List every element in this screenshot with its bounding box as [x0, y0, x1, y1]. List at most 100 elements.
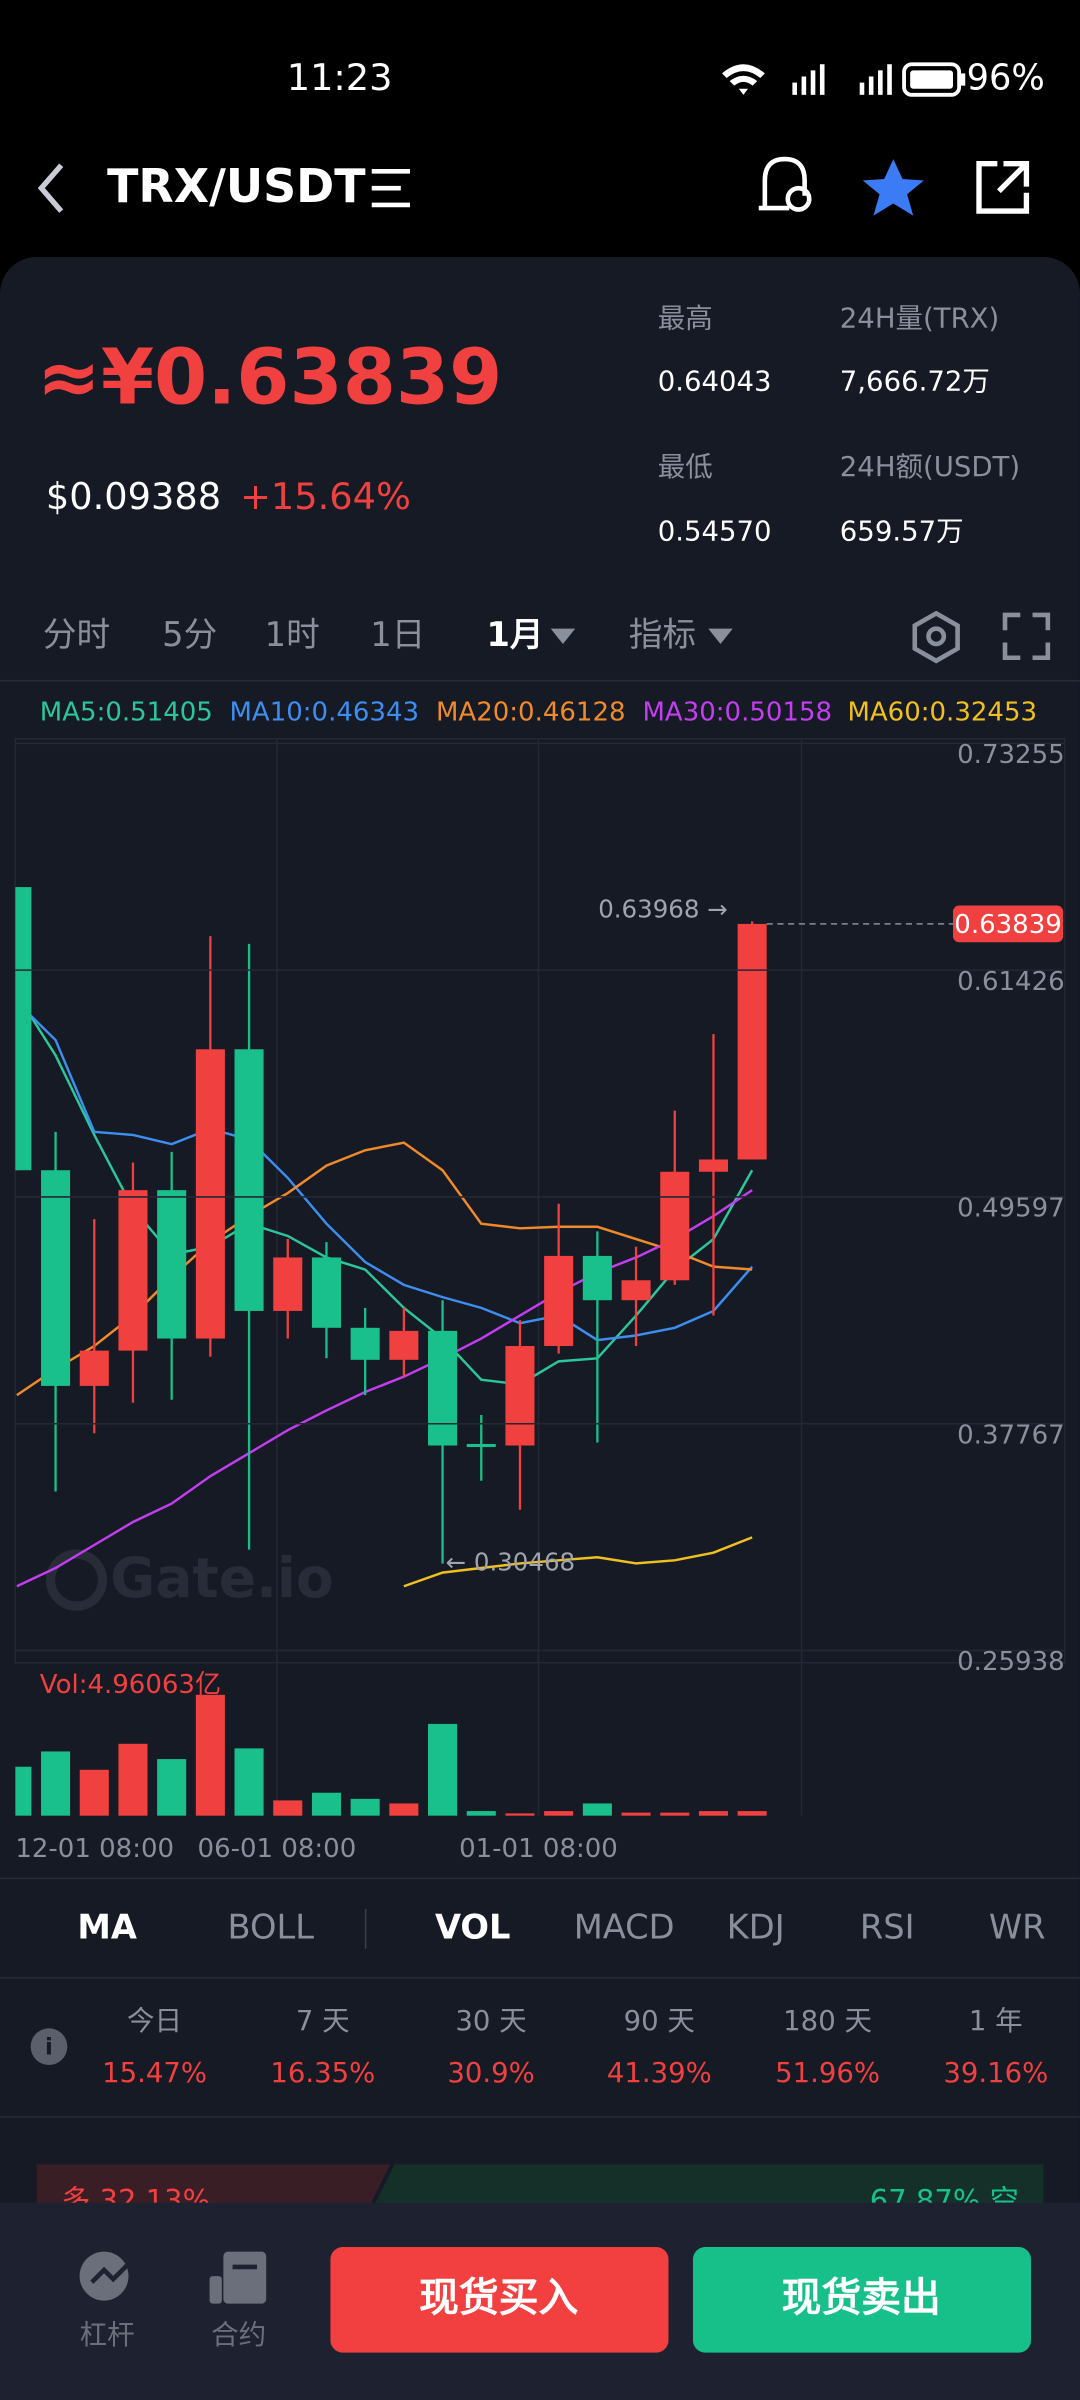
ma-legend: MA20:0.46128 [436, 697, 626, 727]
pair-title[interactable]: TRX/USDT [107, 159, 366, 213]
fullscreen-icon[interactable] [1002, 612, 1051, 661]
candle-body [273, 1257, 303, 1311]
y-tick-label: 0.25938 [957, 1647, 1065, 1677]
low-marker: ← 0.30468 [446, 1548, 575, 1577]
stat-label: 最低 [658, 451, 713, 483]
timeframe-tab[interactable]: 指标 [629, 615, 696, 654]
timeframe-tab[interactable]: 5分 [162, 615, 217, 654]
favorite-star[interactable] [862, 159, 924, 216]
volume-bar [195, 1694, 225, 1816]
candle-body [660, 1171, 690, 1281]
volume-label: Vol:4.96063亿 [40, 1670, 221, 1700]
back-button[interactable] [37, 163, 64, 213]
indicator-tab[interactable]: VOL [435, 1907, 510, 1946]
stat-value: 7,666.72万 [840, 365, 990, 397]
dropdown-arrow [550, 628, 576, 644]
battery-outline [902, 62, 962, 97]
signal-bar [859, 82, 865, 95]
indicator-tab[interactable]: MACD [574, 1907, 675, 1946]
volume-bar [428, 1723, 458, 1816]
x-tick-label: 01-01 08:00 [459, 1834, 618, 1864]
signal-bar [792, 82, 797, 95]
volume-bar [15, 1766, 32, 1816]
return-period: 90 天 [624, 2005, 695, 2037]
share-icon[interactable] [976, 160, 1030, 214]
return-period: 今日 [127, 2005, 182, 2037]
candle-body [157, 1190, 187, 1339]
wifi-icon [722, 64, 765, 95]
nav-margin[interactable]: 杠杆 [80, 2319, 135, 2351]
margin-icon[interactable] [79, 2251, 129, 2301]
return-period: 1 年 [969, 2005, 1023, 2037]
ma-legend: MA10:0.46343 [229, 697, 419, 727]
candle-body [582, 1255, 612, 1301]
signal-bar [868, 76, 874, 95]
battery-level [910, 70, 954, 89]
timeframe-tab[interactable]: 1日 [370, 615, 425, 654]
short-ratio-bar [371, 2164, 1044, 2211]
candle-body [234, 1049, 264, 1311]
futures-icon[interactable] [223, 2251, 267, 2304]
info-icon[interactable] [30, 2028, 68, 2066]
candle-body [389, 1330, 419, 1360]
status-battery: 96% [967, 58, 1045, 99]
volume-bar [698, 1811, 728, 1816]
ma-line [403, 1536, 753, 1588]
nav-futures[interactable]: 合约 [211, 2319, 266, 2351]
signal-bar [810, 70, 816, 95]
y-tick-label: 0.61426 [957, 967, 1065, 997]
pair-menu-icon[interactable] [371, 169, 410, 208]
return-value: 41.39% [607, 2057, 712, 2089]
timeframe-tab[interactable]: 1月 [486, 615, 543, 654]
signal-bar [801, 76, 807, 95]
alert-icon[interactable] [758, 156, 807, 211]
signal-bar [887, 64, 892, 95]
volume-bar [466, 1811, 496, 1816]
volume-bar [273, 1800, 303, 1816]
indicator-tab[interactable]: WR [989, 1907, 1046, 1946]
indicator-tab[interactable]: KDJ [727, 1907, 785, 1946]
ma-legend: MA30:0.50158 [642, 697, 832, 727]
indicator-tab[interactable]: RSI [860, 1907, 915, 1946]
sell-button[interactable] [692, 2247, 1032, 2353]
candle-body [466, 1443, 496, 1448]
candle-body [41, 1170, 71, 1386]
volume-bar [79, 1769, 109, 1816]
sell-button-label[interactable]: 现货卖出 [782, 2275, 941, 2321]
price-change: +15.64% [240, 475, 411, 518]
dropdown-arrow [708, 628, 733, 644]
y-tick-label: 0.37767 [957, 1420, 1065, 1450]
indicator-tab[interactable]: MA [77, 1907, 137, 1946]
buy-button[interactable] [330, 2247, 669, 2353]
ma-line [16, 1189, 753, 1588]
volume-bar [544, 1811, 574, 1816]
futures-icon-part [209, 2276, 222, 2304]
return-value: 51.96% [775, 2057, 880, 2089]
indicator-tab[interactable]: BOLL [228, 1907, 315, 1946]
candle-body [350, 1327, 380, 1360]
buy-button-label[interactable]: 现货买入 [419, 2275, 578, 2321]
candle-body [737, 923, 767, 1160]
timeframe-tab[interactable]: 分时 [43, 615, 110, 654]
volume-bar [41, 1751, 71, 1816]
x-tick-label: 06-01 08:00 [198, 1834, 357, 1864]
status-time: 11:23 [287, 56, 393, 99]
volume-bar [311, 1792, 341, 1816]
timeframe-tab[interactable]: 1时 [265, 615, 320, 654]
chart-frame [14, 738, 1066, 1664]
settings-icon[interactable] [912, 610, 960, 664]
alert-icon-badge [785, 185, 812, 212]
ma-legend: MA60:0.32453 [847, 697, 1037, 727]
volume-bar [118, 1743, 148, 1816]
volume-bar [157, 1759, 187, 1816]
battery-tip [960, 73, 966, 86]
last-price-tag [953, 905, 1064, 943]
usd-price: $0.09388 [46, 475, 221, 518]
candle-body [428, 1330, 458, 1446]
return-value: 30.9% [447, 2057, 534, 2089]
volume-bar [505, 1813, 535, 1816]
status-icons [722, 62, 966, 97]
volume-bar [621, 1812, 651, 1816]
candle-body [544, 1255, 574, 1347]
